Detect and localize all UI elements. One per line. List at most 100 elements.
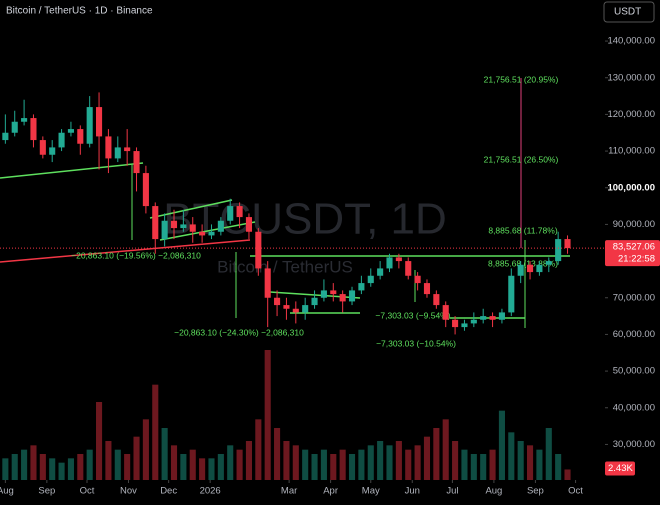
annotation: −20,863.10 (−19.56%) −2,086,310	[71, 250, 201, 260]
annotation: 8,885.68 (11.78%)	[488, 225, 557, 235]
volume-bar	[498, 410, 505, 480]
volume-bar	[526, 445, 534, 480]
volume-bar	[30, 445, 37, 480]
volume-bar	[2, 458, 9, 480]
volume-bar	[423, 436, 431, 480]
candle-body	[11, 121, 18, 133]
candle-body	[489, 316, 496, 320]
volume-bar	[21, 449, 28, 480]
candle-body	[536, 264, 543, 273]
candle-body	[170, 220, 178, 229]
volume-bar	[358, 449, 365, 480]
y-tick-label: 60,000.00	[613, 329, 655, 340]
volume-bar	[142, 419, 149, 480]
volume-bar	[208, 458, 215, 480]
candle-body	[21, 118, 28, 122]
volume-bar	[180, 454, 187, 480]
candle-body	[77, 129, 84, 144]
volume-bar	[330, 454, 337, 480]
volume-bar	[395, 441, 402, 480]
candle-body	[498, 312, 505, 320]
volume-bar	[555, 454, 562, 480]
drawings: 21,756.51 (20.95%) 21,756.51 (26.50%) 8,…	[0, 74, 571, 480]
candle-body	[105, 136, 112, 159]
candle-body	[96, 107, 103, 137]
trend-line	[149, 199, 233, 219]
candle-body	[39, 140, 46, 155]
volume-bar	[442, 419, 449, 480]
annotation: −20,863.10 (−24.30%) −2,086,310	[174, 327, 304, 337]
volume-bar	[245, 441, 253, 480]
candle-body	[2, 132, 9, 141]
volume-bar	[348, 454, 356, 480]
volume-tag	[605, 461, 635, 476]
watermark-name: Bitcoin / TetherUS	[217, 257, 353, 276]
volume-bar	[480, 454, 487, 480]
candle-body	[517, 264, 524, 276]
x-tick-label: Sep	[527, 486, 544, 497]
x-tick-label: Jun	[405, 486, 420, 497]
annotation: −7,303.03 (−10.54%)	[376, 338, 456, 348]
candle-body	[255, 231, 262, 269]
candle-body	[526, 264, 534, 273]
y-tick-label: 140,000.00	[607, 36, 655, 47]
volume-bar	[545, 428, 552, 480]
candle-body	[311, 297, 318, 306]
volume-bar	[564, 469, 571, 480]
x-tick-label: Nov	[120, 486, 137, 497]
volume-bar	[114, 449, 121, 480]
candle-body	[405, 261, 412, 276]
volume-bar	[405, 449, 412, 480]
volume-bar	[339, 449, 346, 480]
x-tick-label: Jul	[446, 486, 458, 497]
volume-bar	[452, 441, 459, 480]
candle-body	[414, 275, 421, 284]
y-tick-label: 40,000.00	[613, 402, 655, 413]
candle-body	[386, 257, 393, 269]
candle-body	[142, 173, 149, 207]
candle-body	[423, 283, 431, 295]
candle-body	[114, 147, 121, 159]
volume-bar	[264, 350, 271, 480]
volume-bar	[367, 445, 374, 480]
annotation: 21,756.51 (20.95%)	[484, 74, 559, 84]
annotation: 21,756.51 (26.50%)	[484, 154, 559, 164]
candle-body	[292, 308, 299, 313]
volume-bar	[39, 454, 46, 480]
x-tick-label: Mar	[281, 486, 297, 497]
volume-bar	[311, 454, 318, 480]
volume-bar	[274, 428, 281, 480]
currency-button[interactable]	[603, 1, 655, 23]
candle-body	[367, 275, 374, 284]
candle-body	[124, 147, 131, 152]
volume-bar	[189, 449, 196, 480]
volume-bar	[508, 432, 515, 480]
candle-body	[180, 224, 187, 229]
currency-button-label[interactable]: USDT	[614, 7, 641, 18]
annotation: −7,303.03 (−9.54%)	[375, 310, 450, 320]
candle-body	[330, 290, 337, 295]
price-tag	[605, 240, 660, 267]
y-tick-label: 120,000.00	[607, 109, 655, 120]
volume-bar	[302, 449, 309, 480]
volume-bar	[152, 384, 159, 480]
candle-body	[480, 316, 487, 320]
candle-body	[161, 220, 168, 240]
volume-bar	[414, 445, 421, 480]
candle-body	[442, 305, 449, 320]
candle-body	[348, 290, 356, 302]
volume-bar	[320, 449, 327, 480]
volume-bar	[199, 458, 206, 480]
y-tick-label: 70,000.00	[613, 292, 655, 303]
volume-bar	[96, 402, 103, 480]
y-tick-label: 50,000.00	[613, 366, 655, 377]
volume-bar	[255, 419, 262, 480]
candle-body	[358, 283, 365, 291]
volume-bar	[386, 445, 393, 480]
x-tick-label: Dec	[160, 486, 177, 497]
candle-body	[199, 231, 206, 236]
volume-bar	[517, 441, 524, 480]
trend-line	[0, 239, 251, 263]
volume-bar	[377, 441, 384, 480]
